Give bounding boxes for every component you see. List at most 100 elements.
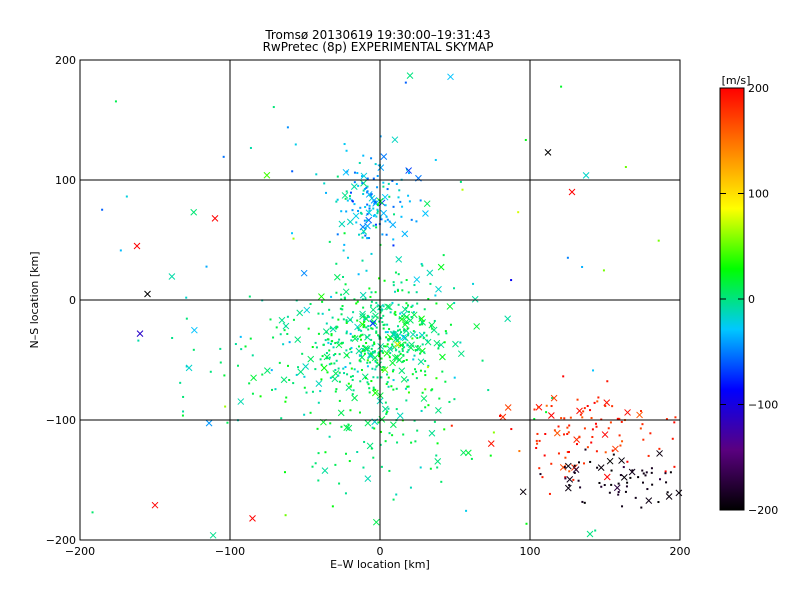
data-point-x: [366, 442, 374, 450]
data-point-x: [559, 464, 567, 471]
data-point: [307, 327, 310, 330]
data-point: [415, 291, 418, 294]
data-point: [358, 233, 361, 236]
data-point: [414, 349, 417, 352]
data-point: [411, 373, 414, 376]
data-point: [349, 375, 352, 378]
data-point: [219, 347, 222, 350]
data-point: [550, 405, 553, 408]
data-point: [597, 396, 600, 399]
data-point: [566, 451, 569, 454]
data-point: [320, 378, 323, 381]
data-point: [350, 339, 353, 342]
data-point: [345, 349, 348, 352]
data-point: [335, 262, 338, 265]
data-point: [386, 343, 389, 346]
data-point: [338, 399, 341, 402]
data-point: [372, 376, 375, 379]
data-point: [581, 265, 584, 268]
data-point: [568, 484, 571, 487]
data-point: [338, 380, 341, 383]
data-point: [361, 236, 364, 239]
data-point-x: [380, 153, 388, 160]
data-point: [397, 196, 400, 199]
data-point: [386, 373, 389, 376]
data-point-x: [401, 321, 409, 328]
data-point: [366, 219, 369, 222]
data-point: [371, 327, 374, 330]
data-point: [427, 404, 430, 407]
data-point: [392, 238, 395, 241]
data-point: [349, 191, 352, 194]
data-point: [363, 318, 366, 321]
data-point: [563, 466, 566, 469]
data-point: [291, 232, 294, 235]
data-point: [325, 191, 328, 194]
data-point: [424, 388, 427, 391]
data-point: [358, 161, 361, 164]
data-point: [517, 211, 520, 214]
data-point: [380, 308, 383, 311]
data-point: [453, 302, 456, 305]
data-point: [338, 482, 341, 485]
data-point: [541, 476, 544, 479]
data-point: [618, 417, 621, 420]
data-point: [664, 470, 667, 473]
data-point-x: [386, 345, 394, 352]
data-point: [400, 281, 403, 284]
data-point: [665, 481, 668, 484]
data-point: [351, 335, 354, 338]
data-point-x: [364, 475, 372, 482]
data-point: [334, 342, 337, 345]
data-point: [538, 439, 541, 442]
data-point: [378, 308, 381, 311]
data-point-x: [343, 424, 351, 432]
data-point: [325, 322, 328, 325]
data-point-x: [296, 309, 304, 317]
data-point: [430, 389, 433, 392]
data-point-x: [401, 305, 409, 313]
data-point: [420, 409, 423, 412]
data-point-x: [359, 291, 367, 299]
data-point: [350, 367, 353, 370]
data-point: [316, 427, 319, 430]
data-point: [340, 293, 343, 296]
data-point-x: [381, 193, 389, 201]
data-point-x: [547, 412, 555, 419]
data-point: [380, 465, 383, 468]
colorbar-ticks: 200 100 0 −100 −200: [720, 82, 778, 517]
data-point: [334, 353, 337, 356]
data-point: [370, 447, 373, 450]
data-point: [345, 319, 348, 322]
data-point: [405, 358, 408, 361]
data-point: [673, 421, 676, 424]
data-point: [359, 338, 362, 341]
data-point: [375, 330, 378, 333]
data-point: [275, 326, 278, 329]
data-point: [391, 370, 394, 373]
data-point: [370, 157, 373, 160]
data-point: [604, 405, 607, 408]
data-point: [629, 476, 632, 479]
data-point: [405, 302, 408, 305]
data-point-x: [564, 484, 572, 492]
data-point: [372, 456, 375, 459]
y-axis-label: N–S location [km]: [28, 251, 41, 348]
data-point: [481, 359, 484, 362]
data-point-x: [333, 273, 341, 281]
data-point: [386, 381, 389, 384]
data-point: [388, 195, 391, 198]
data-point: [407, 334, 410, 337]
data-point: [423, 308, 426, 311]
data-point: [330, 333, 333, 336]
data-point: [418, 317, 421, 320]
data-point: [386, 331, 389, 334]
data-point: [385, 215, 388, 218]
data-point: [392, 205, 395, 208]
data-point: [360, 329, 363, 332]
data-point: [370, 300, 373, 303]
data-point: [380, 317, 383, 320]
data-point: [373, 351, 376, 354]
data-point: [370, 320, 373, 323]
data-point: [371, 367, 374, 370]
